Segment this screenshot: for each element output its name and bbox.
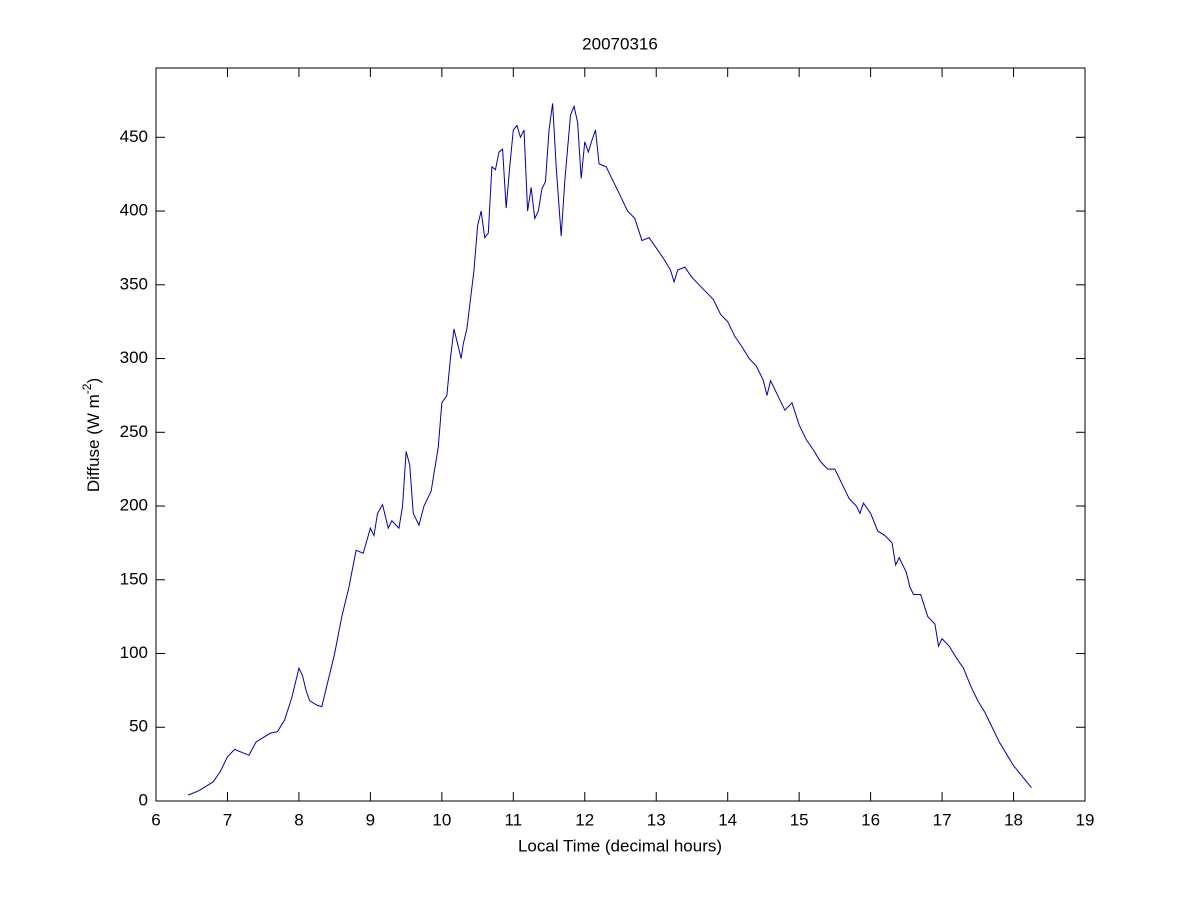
x-tick-label: 12 xyxy=(575,810,594,829)
x-tick-label: 16 xyxy=(861,810,880,829)
x-tick-label: 10 xyxy=(432,810,451,829)
y-tick-label: 300 xyxy=(120,348,148,367)
x-axis-label: Local Time (decimal hours) xyxy=(518,836,722,855)
data-line xyxy=(187,103,1032,796)
y-tick-label: 250 xyxy=(120,422,148,441)
y-tick-label: 350 xyxy=(120,274,148,293)
x-tick-label: 11 xyxy=(504,810,522,829)
x-tick-label: 17 xyxy=(933,810,952,829)
x-tick-label: 18 xyxy=(1004,810,1023,829)
y-tick-label: 150 xyxy=(120,569,148,588)
x-tick-label: 8 xyxy=(294,810,303,829)
x-tick-label: 19 xyxy=(1076,810,1095,829)
y-tick-label: 0 xyxy=(139,790,148,809)
y-tick-label: 400 xyxy=(120,201,148,220)
y-tick-label: 100 xyxy=(120,643,148,662)
y-tick-label: 200 xyxy=(120,496,148,515)
x-tick-label: 6 xyxy=(151,810,160,829)
x-tick-label: 7 xyxy=(223,810,232,829)
x-tick-label: 9 xyxy=(366,810,375,829)
axes-box xyxy=(155,67,1086,802)
y-axis-label-exponent: -2 xyxy=(80,383,94,394)
y-axis-label: Diffuse (W m-2) xyxy=(80,378,103,492)
chart-title: 20070316 xyxy=(582,34,658,53)
y-axis-label-end: ) xyxy=(84,378,103,384)
y-axis-label-text: Diffuse (W m xyxy=(84,394,103,492)
x-tick-label: 13 xyxy=(647,810,666,829)
x-tick-label: 15 xyxy=(790,810,809,829)
y-tick-label: 50 xyxy=(129,717,148,736)
x-tick-label: 14 xyxy=(718,810,737,829)
y-tick-label: 450 xyxy=(120,127,148,146)
